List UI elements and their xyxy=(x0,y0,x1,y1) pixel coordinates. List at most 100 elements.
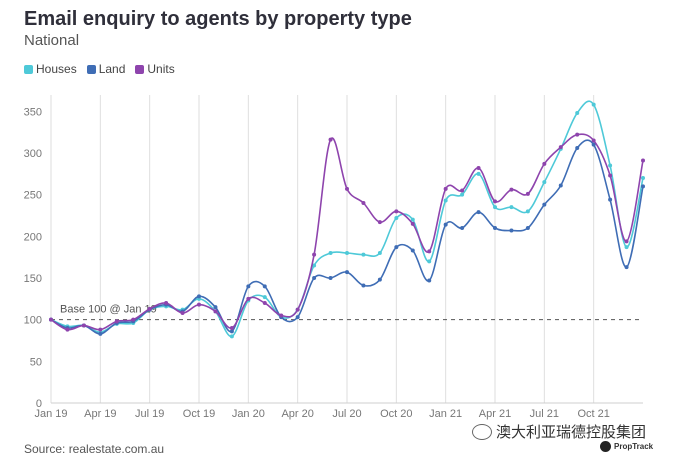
data-point-houses xyxy=(361,252,366,257)
data-point-houses xyxy=(476,171,481,176)
wechat-icon xyxy=(472,423,492,440)
data-point-houses xyxy=(377,251,382,255)
x-tick-label: Jul 21 xyxy=(530,408,559,420)
data-point-units xyxy=(591,138,596,143)
data-point-land xyxy=(443,222,448,227)
legend-swatch-units xyxy=(135,64,145,74)
y-tick-label: 0 xyxy=(36,398,42,410)
y-tick-label: 350 xyxy=(24,106,42,118)
data-point-land xyxy=(98,331,103,336)
data-point-houses xyxy=(493,205,497,210)
data-point-land xyxy=(394,245,399,250)
data-point-land xyxy=(229,329,234,334)
data-point-land xyxy=(427,278,432,283)
data-point-units xyxy=(608,173,613,178)
data-point-units xyxy=(410,221,415,226)
data-point-houses xyxy=(624,245,629,250)
data-point-houses xyxy=(328,251,333,255)
legend-item-land[interactable]: Land xyxy=(86,62,125,76)
data-point-land xyxy=(377,277,382,282)
legend-item-units[interactable]: Units xyxy=(135,62,175,76)
data-point-units xyxy=(213,309,218,314)
brand-logo: PropTrack xyxy=(600,441,653,452)
data-point-units xyxy=(624,239,629,244)
data-point-houses xyxy=(345,251,349,255)
data-point-units xyxy=(65,327,70,332)
y-tick-label: 200 xyxy=(24,231,42,243)
data-point-units xyxy=(641,158,645,163)
data-point-land xyxy=(591,142,596,147)
data-point-units xyxy=(164,301,169,305)
data-point-units xyxy=(114,319,119,324)
legend-swatch-land xyxy=(86,64,96,74)
data-point-land xyxy=(641,184,645,189)
data-point-land xyxy=(608,197,613,202)
chart-subtitle: National xyxy=(24,32,80,49)
data-point-houses xyxy=(542,180,547,185)
data-point-units xyxy=(180,311,185,315)
x-tick-label: Apr 19 xyxy=(84,408,116,420)
y-tick-label: 50 xyxy=(30,356,42,368)
data-point-units xyxy=(345,186,349,191)
legend-label-houses: Houses xyxy=(36,62,77,76)
data-point-land xyxy=(246,284,251,289)
data-point-units xyxy=(493,199,497,204)
x-tick-label: Apr 20 xyxy=(281,408,313,420)
data-point-units xyxy=(295,307,300,312)
data-point-units xyxy=(460,188,465,193)
data-point-houses xyxy=(410,217,415,222)
data-point-units xyxy=(394,209,399,214)
legend-label-units: Units xyxy=(147,62,175,76)
x-tick-label: Jul 20 xyxy=(332,408,361,420)
data-point-units xyxy=(476,166,481,170)
x-tick-label: Jan 21 xyxy=(429,408,462,420)
data-point-houses xyxy=(312,263,317,268)
data-point-houses xyxy=(427,259,432,264)
data-point-land xyxy=(542,202,547,207)
data-point-units xyxy=(377,220,382,225)
data-point-land xyxy=(197,294,201,299)
source-note: Source: realestate.com.au xyxy=(24,442,165,456)
data-point-houses xyxy=(608,163,613,168)
data-point-units xyxy=(558,145,563,150)
data-point-units xyxy=(81,323,86,328)
data-point-houses xyxy=(394,216,399,220)
data-point-land xyxy=(295,315,300,320)
data-point-houses xyxy=(262,295,267,300)
x-tick-label: Jul 19 xyxy=(135,408,164,420)
x-tick-label: Apr 21 xyxy=(479,408,511,420)
data-point-units xyxy=(98,327,103,332)
data-point-units xyxy=(575,132,580,137)
data-point-land xyxy=(328,276,333,280)
data-point-land xyxy=(460,226,465,230)
data-point-houses xyxy=(591,102,596,107)
data-point-land xyxy=(624,265,629,270)
chart-legend: Houses Land Units xyxy=(24,62,175,76)
data-point-units xyxy=(542,161,547,166)
data-point-houses xyxy=(460,192,465,197)
data-point-land xyxy=(345,270,349,275)
y-tick-label: 300 xyxy=(24,148,42,160)
data-point-units xyxy=(246,296,251,301)
data-point-units xyxy=(262,301,267,305)
baseline-label: Base 100 @ Jan 19 xyxy=(60,304,157,316)
data-point-units xyxy=(509,187,514,192)
data-point-land xyxy=(476,210,481,215)
legend-item-houses[interactable]: Houses xyxy=(24,62,77,76)
x-tick-label: Jan 20 xyxy=(232,408,265,420)
data-point-units xyxy=(131,317,136,322)
y-tick-label: 250 xyxy=(24,190,42,202)
data-point-houses xyxy=(641,176,645,180)
x-tick-label: Oct 20 xyxy=(380,408,412,420)
data-point-units xyxy=(328,137,333,142)
y-tick-label: 150 xyxy=(24,273,42,285)
data-point-units xyxy=(361,201,366,205)
data-point-houses xyxy=(509,205,514,210)
y-tick-label: 100 xyxy=(24,315,42,327)
data-point-houses xyxy=(229,334,234,339)
data-point-units xyxy=(229,326,234,330)
data-point-land xyxy=(493,226,497,230)
data-point-units xyxy=(279,313,284,318)
data-point-houses xyxy=(575,111,580,115)
